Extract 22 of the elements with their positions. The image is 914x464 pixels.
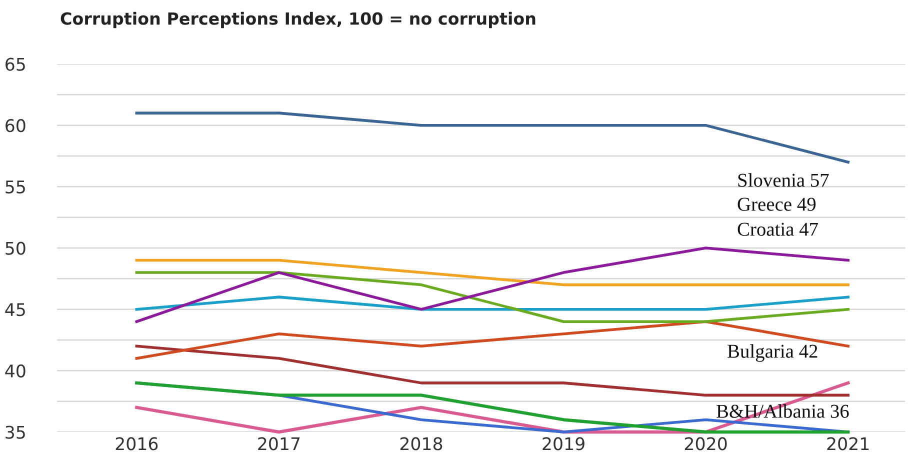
annotation: Greece 49 bbox=[738, 198, 816, 211]
y-tick-label: 65 bbox=[6, 58, 25, 71]
y-tick-label: 40 bbox=[5, 364, 26, 378]
x-tick-label: 2019 bbox=[542, 437, 584, 450]
line-series bbox=[135, 320, 850, 360]
y-tick-label: 60 bbox=[6, 119, 26, 132]
line-series bbox=[135, 271, 850, 323]
y-tick-label: 55 bbox=[6, 180, 25, 194]
x-tick-label: 2020 bbox=[684, 437, 727, 450]
y-tick-label: 50 bbox=[6, 242, 26, 255]
line-series bbox=[135, 344, 850, 397]
x-tick-label: 2017 bbox=[258, 437, 300, 450]
chart-title: Corruption Perceptions Index, 100 = no corruption bbox=[60, 12, 536, 28]
annotation: Bulgaria 42 bbox=[728, 344, 818, 362]
x-tick-label: 2021 bbox=[827, 437, 869, 450]
x-tick-label: 2018 bbox=[400, 437, 442, 450]
x-tick-label: 2016 bbox=[116, 437, 158, 450]
y-tick-label: 35 bbox=[6, 426, 25, 439]
y-tick-label: 45 bbox=[5, 303, 25, 316]
annotation: Slovenia 57 bbox=[738, 173, 829, 187]
annotation: Croatia 47 bbox=[738, 222, 818, 236]
line-series bbox=[135, 246, 850, 323]
